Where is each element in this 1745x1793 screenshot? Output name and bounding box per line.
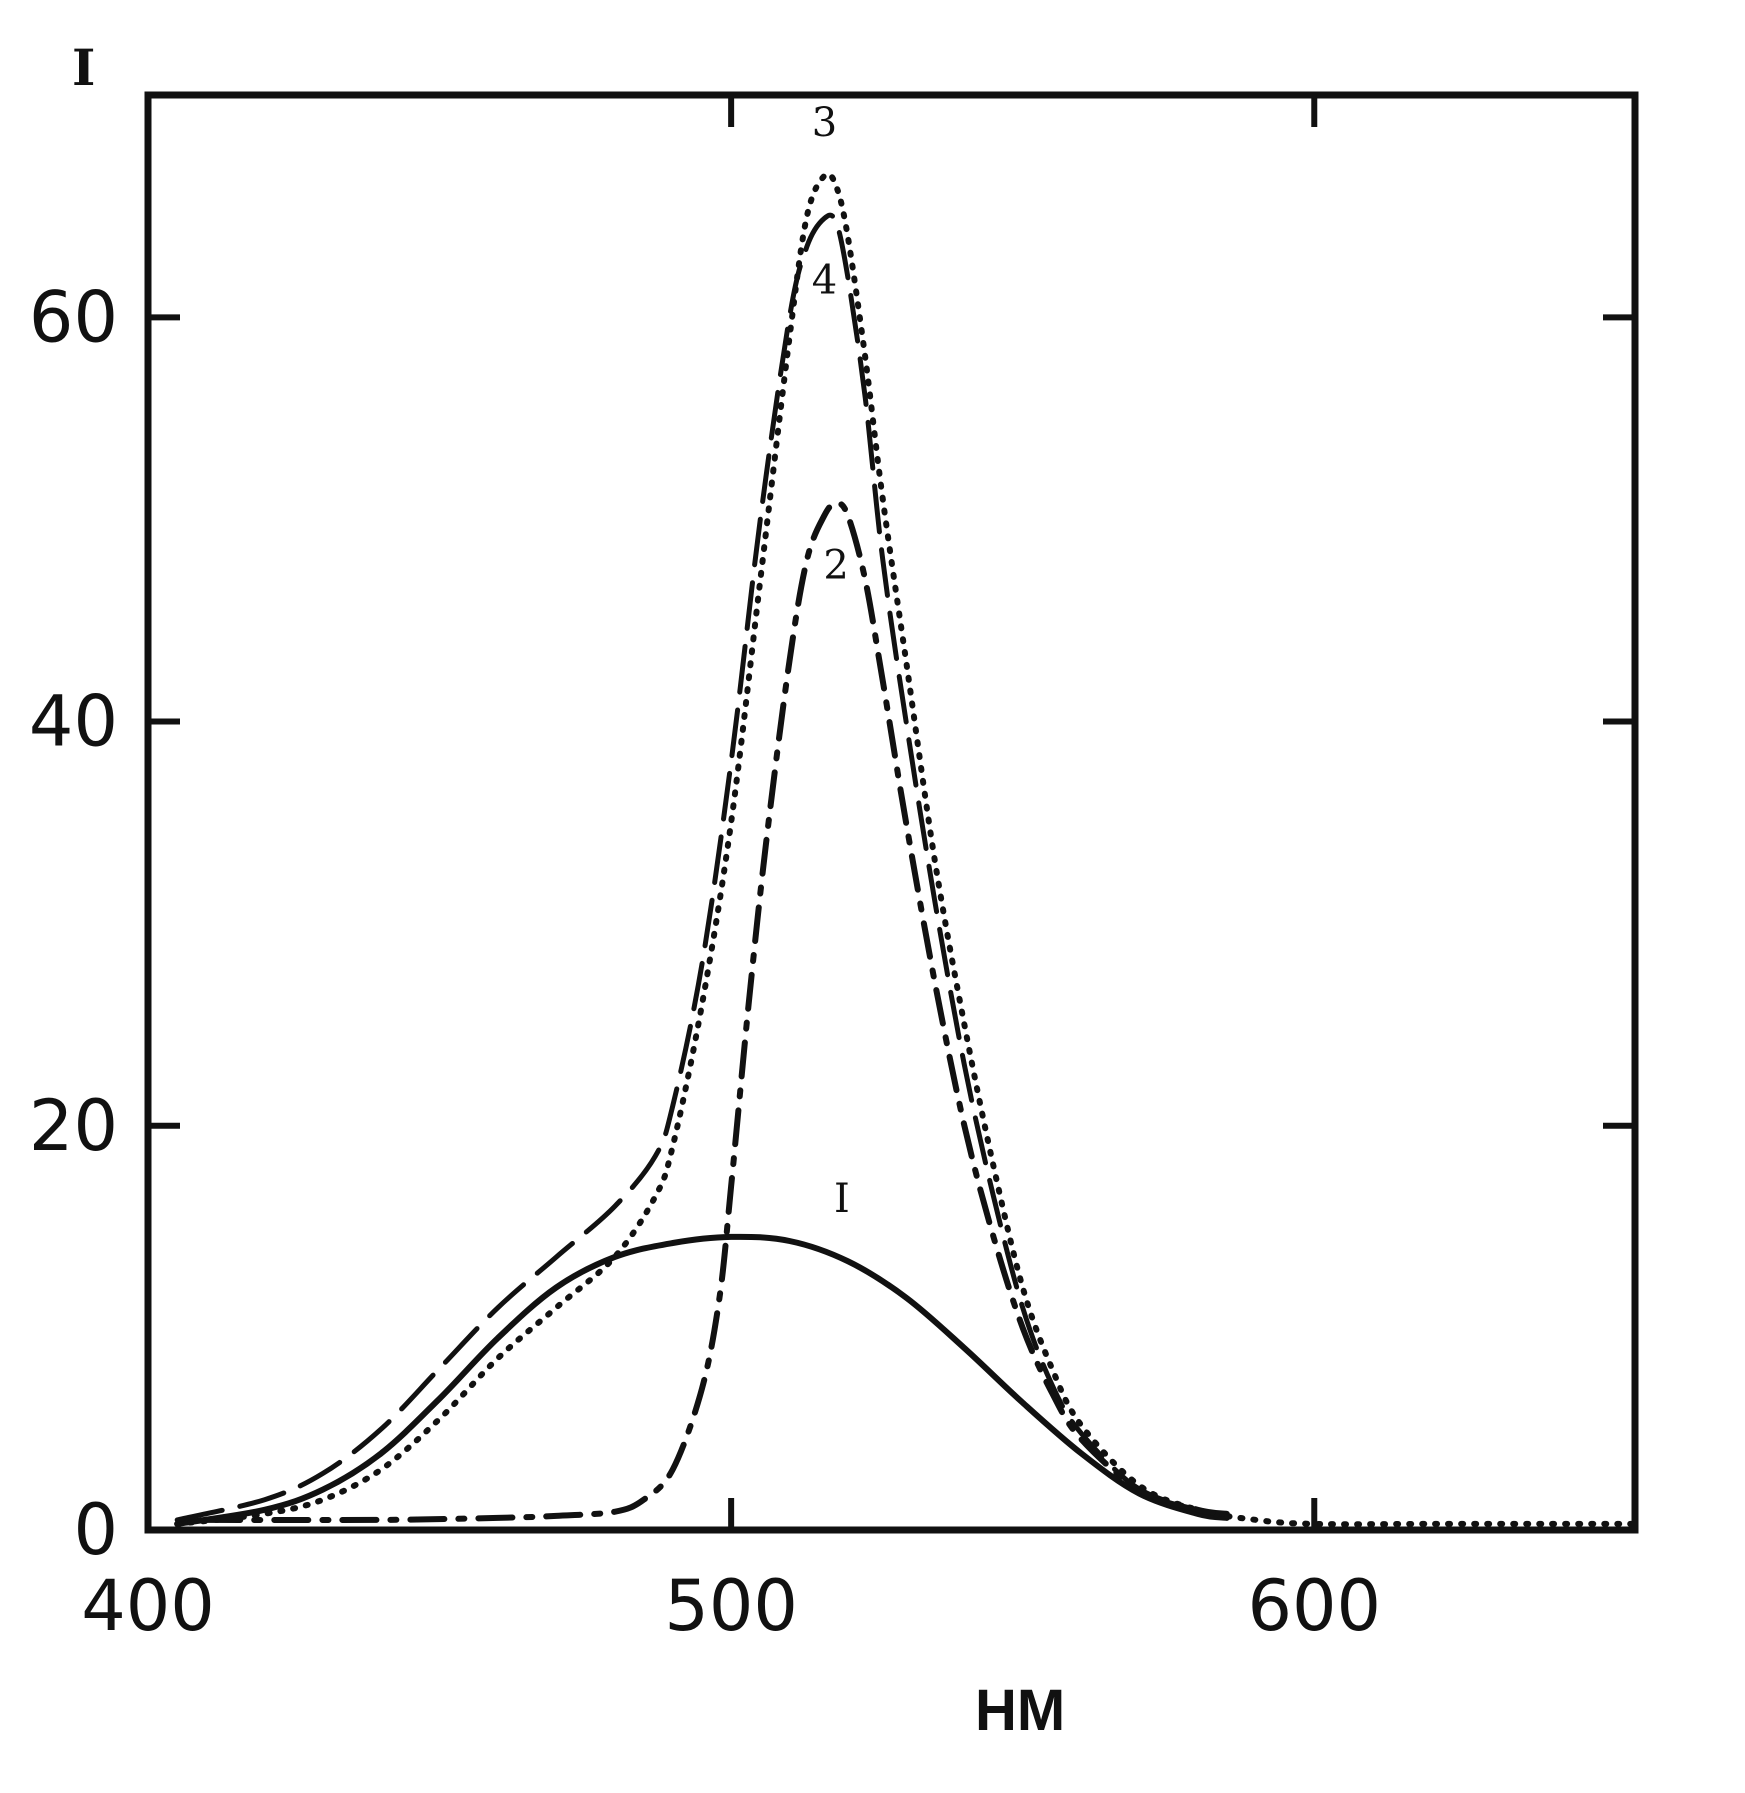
x-tick-label-500: 500	[664, 1565, 798, 1647]
x-axis-label: HM	[975, 1678, 1065, 1743]
y-tick-label-20: 20	[29, 1085, 118, 1167]
plot-frame	[144, 91, 1639, 1534]
series-label-4: 4	[812, 257, 837, 303]
y-tick-label-40: 40	[29, 681, 118, 763]
x-tick-label-400: 400	[81, 1565, 215, 1647]
y-tick-label-60: 60	[29, 276, 118, 358]
x-tick-label-600: 600	[1247, 1565, 1381, 1647]
y-axis-label: I	[72, 38, 95, 97]
series-line-3	[174, 170, 1638, 1528]
y-tick-label-0: 0	[73, 1489, 118, 1571]
series-line-I	[174, 1233, 1230, 1527]
series-line-2	[203, 500, 1230, 1524]
series-label-I: I	[834, 1176, 850, 1222]
series-label-3: 3	[812, 100, 837, 146]
series-label-2: 2	[823, 542, 848, 588]
series-layer	[174, 170, 1638, 1528]
labels-layer: 400 500 600 0 20 40 60 I 2 3 4	[29, 100, 1381, 1647]
series-line-4	[174, 212, 1230, 1523]
